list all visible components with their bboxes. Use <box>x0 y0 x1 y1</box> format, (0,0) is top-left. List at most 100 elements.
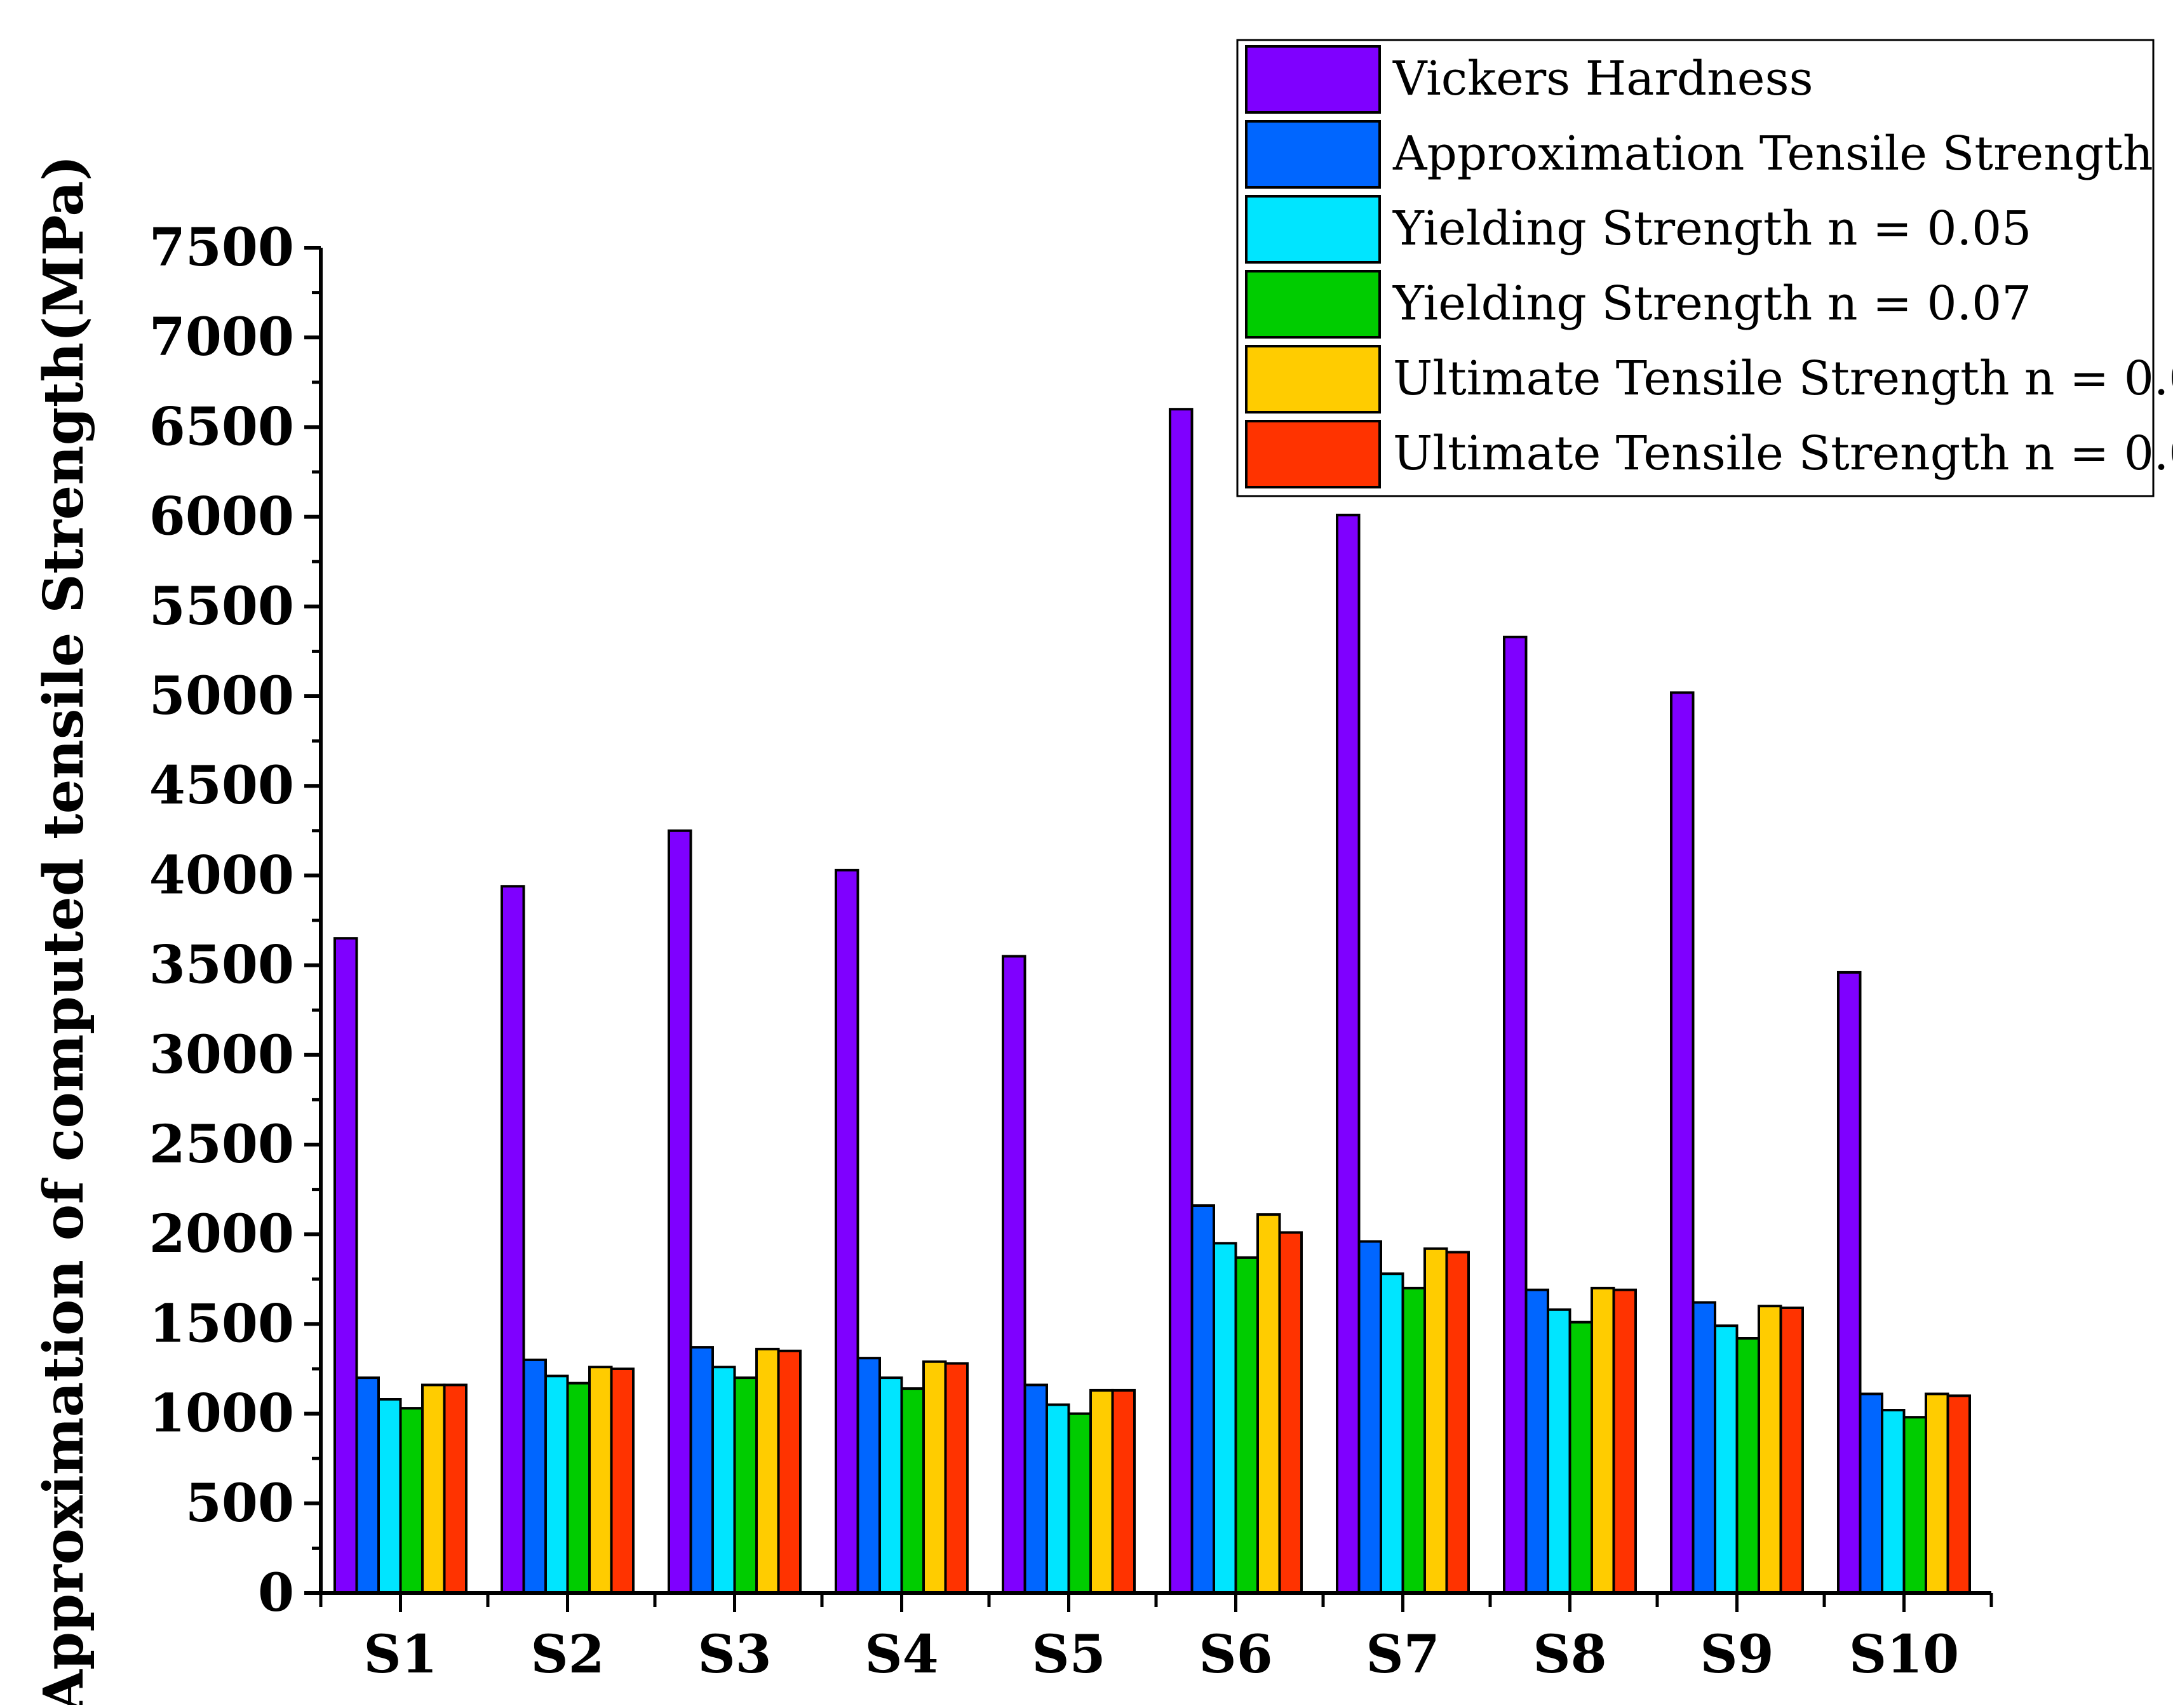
bar-S1-series-6 <box>443 1383 468 1594</box>
y-tick-label: 7500 <box>149 217 294 278</box>
bar-S8-series-1 <box>1503 635 1528 1594</box>
legend-swatch-6 <box>1245 420 1381 488</box>
bar-S6-series-6 <box>1278 1231 1303 1594</box>
bar-S1-series-5 <box>421 1383 446 1594</box>
x-tick-label-S1: S1 <box>363 1624 437 1685</box>
y-tick-label: 7000 <box>149 307 294 368</box>
bar-S2-series-5 <box>588 1366 613 1594</box>
bar-S1-series-2 <box>355 1376 380 1595</box>
bar-S9-series-2 <box>1692 1301 1716 1594</box>
bar-S5-series-6 <box>1111 1389 1136 1594</box>
bar-S10-series-1 <box>1837 971 1862 1594</box>
bar-S8-series-6 <box>1612 1288 1637 1594</box>
legend-label-4: Yielding Strength n = 0.07 <box>1392 276 2031 331</box>
bar-S7-series-3 <box>1380 1272 1404 1595</box>
x-tick-label-S8: S8 <box>1533 1624 1606 1685</box>
bar-S6-series-4 <box>1234 1256 1259 1594</box>
legend-label-6: Ultimate Tensile Strength n = 0.07 <box>1393 426 2173 481</box>
bar-S1-series-4 <box>399 1407 424 1595</box>
y-tick-label: 4000 <box>149 845 294 906</box>
y-tick-label: 3000 <box>149 1025 294 1086</box>
bar-S10-series-2 <box>1859 1392 1883 1594</box>
legend-swatch-2 <box>1245 120 1381 189</box>
bar-S10-series-3 <box>1881 1409 1906 1594</box>
bar-S4-series-4 <box>900 1387 925 1595</box>
bar-S4-series-3 <box>878 1376 903 1595</box>
bar-S9-series-6 <box>1779 1307 1804 1594</box>
bar-S3-series-1 <box>668 829 692 1594</box>
bar-S4-series-2 <box>856 1357 881 1595</box>
y-tick-label: 6000 <box>149 487 294 548</box>
y-tick-label: 2000 <box>149 1204 294 1265</box>
x-tick-label-S2: S2 <box>530 1624 604 1685</box>
bars-layer <box>333 408 1971 1595</box>
legend-label-5: Ultimate Tensile Strength n = 0.05 <box>1393 351 2173 406</box>
bar-S9-series-3 <box>1714 1324 1739 1594</box>
x-tick-label-S7: S7 <box>1366 1624 1439 1685</box>
legend-swatch-1 <box>1245 45 1381 114</box>
y-tick-label: 5500 <box>149 576 294 637</box>
bar-S3-series-2 <box>689 1346 714 1595</box>
bar-S5-series-3 <box>1046 1403 1070 1594</box>
bar-S4-series-5 <box>922 1360 947 1594</box>
bar-S10-series-5 <box>1925 1392 1949 1594</box>
bar-S2-series-6 <box>610 1368 635 1594</box>
bar-S4-series-1 <box>835 868 859 1594</box>
bar-S8-series-3 <box>1547 1308 1571 1595</box>
bar-S6-series-5 <box>1256 1213 1281 1594</box>
bar-S2-series-4 <box>566 1382 591 1595</box>
legend: Vickers Hardness Approximation Tensile St… <box>1236 39 2173 497</box>
bar-S5-series-2 <box>1023 1383 1048 1594</box>
bar-S7-series-4 <box>1401 1286 1426 1595</box>
bar-S8-series-5 <box>1591 1286 1615 1595</box>
bar-S3-series-3 <box>711 1366 736 1594</box>
bar-S3-series-4 <box>733 1376 758 1595</box>
bar-S7-series-2 <box>1357 1240 1382 1594</box>
y-tick-label: 3500 <box>149 935 294 996</box>
bar-S7-series-6 <box>1445 1251 1470 1594</box>
x-tick-label-S4: S4 <box>864 1624 938 1685</box>
bar-S10-series-6 <box>1946 1394 1971 1594</box>
bar-S3-series-6 <box>777 1349 802 1595</box>
y-tick-label: 5000 <box>149 666 294 727</box>
bar-S6-series-1 <box>1169 408 1194 1595</box>
bar-S5-series-1 <box>1002 955 1026 1594</box>
legend-swatch-4 <box>1245 270 1381 339</box>
x-tick-label-S6: S6 <box>1199 1624 1272 1685</box>
bar-S2-series-1 <box>501 885 525 1594</box>
bar-S3-series-5 <box>755 1347 780 1594</box>
y-tick-label: 4500 <box>149 755 294 816</box>
bar-S8-series-2 <box>1524 1288 1549 1594</box>
bar-S6-series-2 <box>1190 1204 1215 1594</box>
y-tick-label: 0 <box>258 1563 294 1624</box>
x-tick-label-S9: S9 <box>1700 1624 1773 1685</box>
bar-S7-series-1 <box>1336 513 1361 1594</box>
bar-S7-series-5 <box>1423 1247 1448 1595</box>
y-tick-label: 500 <box>185 1473 294 1534</box>
legend-box <box>1236 39 2155 497</box>
legend-label-1: Vickers Hardness <box>1392 51 1813 106</box>
y-tick-label: 2500 <box>149 1114 294 1175</box>
bar-S2-series-3 <box>544 1375 569 1595</box>
bar-S10-series-4 <box>1902 1416 1927 1594</box>
legend-swatch-3 <box>1245 195 1381 264</box>
bar-S4-series-6 <box>944 1362 969 1594</box>
bar-S5-series-5 <box>1089 1389 1114 1594</box>
x-tick-label-S10: S10 <box>1849 1624 1959 1685</box>
y-tick-label: 1500 <box>149 1293 294 1354</box>
bar-S1-series-3 <box>377 1398 402 1594</box>
y-tick-label: 1000 <box>149 1383 294 1444</box>
bar-S9-series-5 <box>1758 1305 1782 1594</box>
bar-S9-series-1 <box>1670 691 1695 1594</box>
bar-S6-series-3 <box>1213 1242 1237 1595</box>
legend-swatch-5 <box>1245 345 1381 414</box>
x-tick-label-S5: S5 <box>1032 1624 1105 1685</box>
bar-S9-series-4 <box>1735 1337 1760 1594</box>
bar-S1-series-1 <box>333 937 358 1594</box>
legend-label-3: Yielding Strength n = 0.05 <box>1392 201 2031 256</box>
bar-S8-series-4 <box>1568 1321 1593 1595</box>
y-tick-label: 6500 <box>149 396 294 457</box>
bar-S5-series-4 <box>1067 1412 1092 1595</box>
